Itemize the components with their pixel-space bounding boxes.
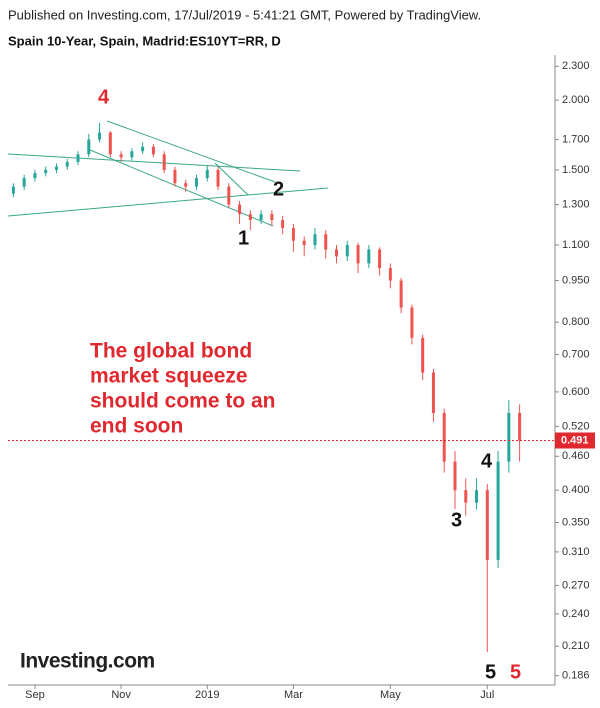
logo-text: Investing.com — [20, 650, 155, 673]
publish-note: Published on Investing.com, 17/Jul/2019 … — [8, 7, 481, 22]
candle-body — [248, 214, 252, 220]
candle-body — [33, 173, 37, 179]
candle-body — [98, 132, 102, 140]
x-tick-label: May — [380, 689, 401, 701]
y-tick-label: 0.310 — [562, 546, 590, 558]
candle-body — [87, 139, 91, 155]
candle-body — [238, 204, 242, 215]
trend-line — [7, 187, 329, 217]
trend-line — [7, 153, 301, 172]
last-price-label: 0.491 — [561, 434, 589, 446]
y-tick-label: 0.700 — [562, 348, 590, 360]
candle-body — [54, 166, 58, 170]
y-tick-label: 1.700 — [562, 133, 590, 145]
candle-body — [399, 280, 403, 308]
y-tick-label: 1.500 — [562, 164, 590, 176]
wave-label: 4 — [481, 450, 493, 472]
candle-body — [367, 249, 371, 264]
trend-lines — [7, 120, 329, 227]
y-tick-label: 2.300 — [562, 60, 590, 72]
y-tick-label: 0.240 — [562, 608, 590, 620]
candle-body — [76, 154, 80, 162]
annotation: market squeeze — [90, 365, 248, 388]
candle-body — [194, 178, 198, 187]
candle-body — [496, 461, 500, 560]
x-tick-label: 2019 — [195, 689, 219, 701]
wave-label: 5 — [510, 661, 521, 683]
y-tick-label: 0.210 — [562, 640, 590, 652]
symbol-title: Spain 10-Year, Spain, Madrid:ES10YT=RR, … — [8, 33, 281, 48]
y-tick-label: 0.800 — [562, 316, 590, 328]
y-tick-label: 1.300 — [562, 198, 590, 210]
x-tick-label: Sep — [25, 689, 45, 701]
candle-body — [453, 461, 457, 491]
candle-body — [475, 490, 479, 503]
wave-label: 2 — [273, 178, 284, 200]
y-tick-label: 0.600 — [562, 386, 590, 398]
x-tick-label: Mar — [284, 689, 303, 701]
last-price-box — [555, 432, 595, 449]
candle-body — [485, 490, 489, 560]
y-tick-label: 0.186 — [562, 670, 590, 682]
x-tick-label: Nov — [111, 689, 131, 701]
annotation: should come to an — [90, 390, 276, 413]
candle-body — [431, 372, 435, 414]
y-tick-label: 0.400 — [562, 484, 590, 496]
wave-label: 4 — [98, 86, 110, 108]
candle-body — [518, 413, 522, 441]
candle-body — [216, 169, 220, 187]
y-tick-label: 2.000 — [562, 94, 590, 106]
candle-body — [345, 245, 349, 257]
wave-label: 3 — [451, 509, 462, 531]
candle-body — [324, 234, 328, 250]
candle-body — [65, 161, 69, 167]
candle-body — [464, 490, 468, 503]
y-tick-label: 0.350 — [562, 516, 590, 528]
candle-body — [442, 413, 446, 462]
candle-body — [259, 214, 263, 220]
candle-body — [302, 240, 306, 246]
candle-body — [108, 132, 112, 155]
candle-body — [270, 214, 274, 220]
candle-body — [11, 186, 15, 194]
wave-label: 5 — [485, 661, 496, 683]
y-tick-label: 0.950 — [562, 274, 590, 286]
candle-body — [281, 219, 285, 229]
candle-body — [184, 183, 188, 187]
y-tick-label: 1.100 — [562, 239, 590, 251]
wave-label: 1 — [238, 227, 249, 249]
candle-body — [130, 151, 134, 158]
candle-body — [421, 337, 425, 373]
trend-line — [106, 120, 276, 183]
y-tick-label: 0.460 — [562, 450, 590, 462]
candle-body — [507, 413, 511, 462]
x-tick-label: Jul — [480, 689, 494, 701]
candle-body — [291, 228, 295, 241]
trend-line — [89, 149, 274, 227]
candle-body — [141, 146, 145, 152]
candle-body — [410, 307, 414, 338]
annotation: The global bond — [90, 340, 252, 363]
annotation: end soon — [90, 415, 183, 438]
candle-body — [205, 169, 209, 179]
candle-body — [44, 169, 48, 174]
candle-body — [388, 268, 392, 281]
candles — [11, 123, 522, 653]
candle-body — [227, 186, 231, 205]
logo: Investing.com — [20, 650, 155, 673]
candle-body — [173, 169, 177, 184]
trend-line — [214, 162, 249, 196]
y-tick-label: 0.520 — [562, 420, 590, 432]
candle-body — [162, 154, 166, 170]
candle-body — [22, 178, 26, 187]
y-tick-label: 0.270 — [562, 579, 590, 591]
candle-body — [356, 245, 360, 264]
candle-body — [313, 234, 317, 246]
candle-body — [335, 249, 339, 257]
candle-body — [378, 249, 382, 269]
candle-body — [151, 146, 155, 155]
candle-body — [119, 154, 123, 158]
